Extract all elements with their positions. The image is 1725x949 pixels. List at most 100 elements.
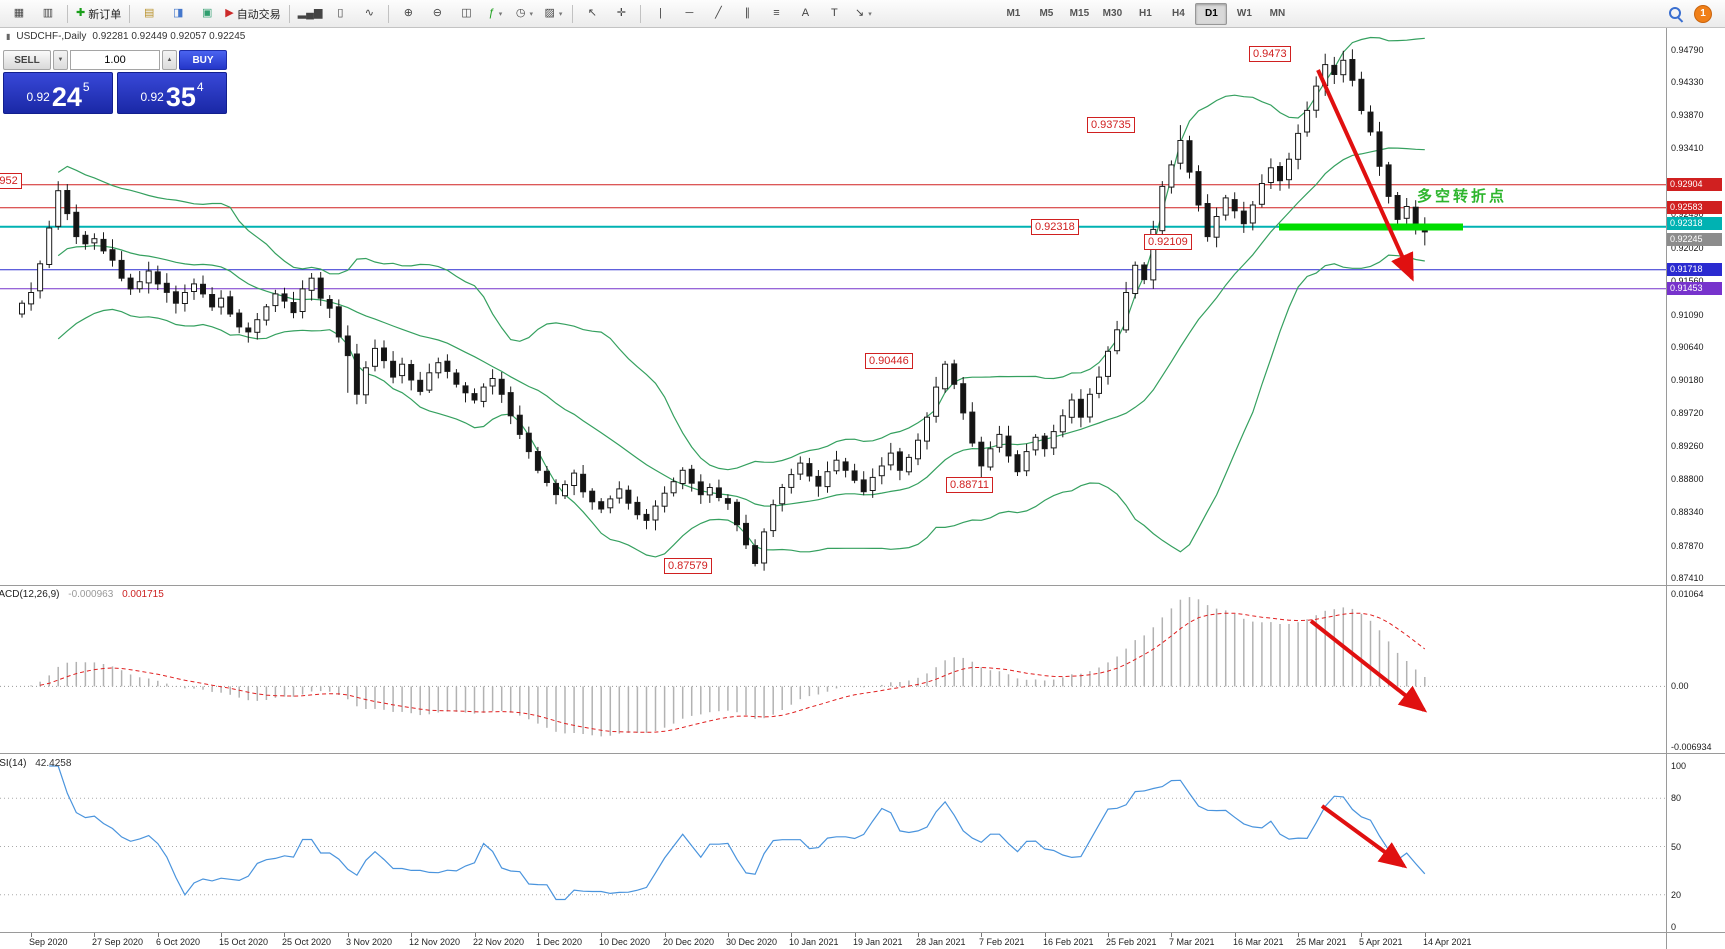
price-axis-tick: 0.92490 — [1671, 209, 1704, 219]
date-axis-label: 25 Feb 2021 — [1106, 937, 1157, 947]
date-axis-tick — [728, 933, 729, 937]
text-icon-glyph: A — [801, 7, 810, 19]
pane-divider-rsi[interactable] — [0, 753, 1725, 756]
navigator-icon[interactable]: ▣ — [193, 3, 221, 25]
macd-axis-max: 0.01064 — [1671, 589, 1704, 599]
market-watch-icon[interactable]: ▤ — [135, 3, 163, 25]
date-axis-tick — [221, 933, 222, 937]
price-axis-tick: 0.92020 — [1671, 243, 1704, 253]
timeframe-w1[interactable]: W1 — [1236, 8, 1252, 19]
price-axis-tick: 0.88340 — [1671, 507, 1704, 517]
profiles-icon[interactable]: ▥ — [34, 3, 62, 25]
zoom-in-icon[interactable]: ⊕ — [394, 3, 422, 25]
timeframe-mn[interactable]: MN — [1269, 8, 1286, 19]
price-callout[interactable]: 0.9473 — [1249, 46, 1291, 62]
timeframe-m1[interactable]: M1 — [1006, 8, 1021, 19]
cursor-icon[interactable]: ↖ — [578, 3, 606, 25]
macd-axis-min: -0.006934 — [1671, 742, 1712, 752]
date-axis-tick — [981, 933, 982, 937]
date-axis-tick — [665, 933, 666, 937]
volume-input[interactable] — [70, 50, 160, 70]
notification-badge[interactable]: 1 — [1694, 4, 1712, 23]
price-axis-tick: 0.89260 — [1671, 441, 1704, 451]
periods-icon[interactable]: ◷ ▾ — [510, 3, 538, 25]
templates-icon[interactable]: ▨ ▾ — [539, 3, 567, 25]
date-axis-tick — [1361, 933, 1362, 937]
price-callout[interactable]: 0.92952 — [0, 173, 22, 189]
fibonacci-icon[interactable]: ≡ — [762, 3, 790, 25]
price-callout[interactable]: 0.92109 — [1144, 234, 1192, 250]
buy-price-panel[interactable]: 0.92 35 4 — [117, 72, 227, 114]
toolbar-separator — [388, 4, 390, 23]
sell-button[interactable]: SELL — [3, 50, 51, 70]
text-icon[interactable]: A — [791, 3, 819, 25]
date-axis-tick — [1298, 933, 1299, 937]
toolbar-separator — [129, 4, 131, 23]
date-axis-tick — [601, 933, 602, 937]
date-axis-label: 19 Jan 2021 — [853, 937, 903, 947]
ask-big-digits: 35 — [165, 82, 196, 112]
date-axis-label: 25 Oct 2020 — [282, 937, 332, 947]
data-window-icon[interactable]: ◨ — [164, 3, 192, 25]
price-callout[interactable]: 0.92318 — [1031, 219, 1079, 235]
vertical-line-icon[interactable]: | — [646, 3, 674, 25]
profiles-icon-glyph: ▥ — [42, 7, 54, 19]
vertical-line-icon-glyph: | — [658, 7, 662, 19]
date-axis-tick — [1235, 933, 1236, 937]
new-chart-icon[interactable]: ▦ — [5, 3, 33, 25]
line-chart-icon-glyph: ∿ — [364, 7, 375, 19]
market-watch-icon-glyph: ▤ — [144, 7, 155, 19]
date-axis-label: 7 Mar 2021 — [1169, 937, 1215, 947]
channel-icon[interactable]: ∥ — [733, 3, 761, 25]
indicators-icon[interactable]: ƒ ▾ — [481, 3, 509, 25]
price-axis-tick: 0.89720 — [1671, 408, 1704, 418]
date-axis-tick — [918, 933, 919, 937]
auto-trading-button[interactable]: ▶ 自动交易 — [222, 3, 283, 25]
pane-divider-macd[interactable] — [0, 585, 1725, 588]
rsi-axis-label: 50 — [1671, 842, 1682, 852]
crosshair-icon[interactable]: ✛ — [607, 3, 635, 25]
candlestick-chart-icon[interactable]: ▯ — [326, 3, 354, 25]
label-icon[interactable]: T — [820, 3, 848, 25]
new-order-button[interactable]: ✚ 新订单 — [73, 3, 124, 25]
price-axis-tick: 0.90640 — [1671, 342, 1704, 352]
price-callout[interactable]: 0.93735 — [1087, 117, 1135, 133]
price-callout[interactable]: 0.90446 — [865, 353, 913, 369]
cursor-icon-glyph: ↖ — [587, 7, 598, 19]
date-axis-tick — [158, 933, 159, 937]
date-axis-tick — [475, 933, 476, 937]
timeframe-m15[interactable]: M15 — [1069, 8, 1090, 19]
timeframe-h1[interactable]: H1 — [1139, 8, 1152, 19]
timeframe-m5[interactable]: M5 — [1039, 8, 1054, 19]
tile-windows-icon-glyph: ◫ — [461, 7, 472, 19]
bid-pip-digit: 5 — [82, 80, 90, 94]
tile-windows-icon[interactable]: ◫ — [452, 3, 480, 25]
arrows-icon[interactable]: ↘ ▾ — [849, 3, 877, 25]
timeframe-d1[interactable]: D1 — [1195, 2, 1228, 25]
date-axis-label: 22 Nov 2020 — [473, 937, 525, 947]
volume-increase-button[interactable]: ▲ — [162, 50, 177, 70]
buy-button[interactable]: BUY — [179, 50, 227, 70]
macd-main-value: -0.000963 — [68, 589, 114, 600]
timeframe-m30[interactable]: M30 — [1102, 8, 1123, 19]
timeframe-h4[interactable]: H4 — [1172, 8, 1185, 19]
price-callout[interactable]: 0.88711 — [946, 477, 993, 493]
date-axis-label: 28 Jan 2021 — [916, 937, 966, 947]
rsi-value: 42.4258 — [35, 758, 72, 769]
price-callout[interactable]: 0.87579 — [664, 558, 712, 574]
zoom-out-icon[interactable]: ⊖ — [423, 3, 451, 25]
trendline-icon[interactable]: ╱ — [704, 3, 732, 25]
annotation-text[interactable]: 多空转折点 — [1417, 188, 1508, 205]
templates-icon-glyph: ▨ — [544, 7, 555, 19]
zoom-out-icon-glyph: ⊖ — [432, 7, 443, 19]
sell-price-panel[interactable]: 0.92 24 5 — [3, 72, 113, 114]
arrows-icon-glyph: ↘ — [855, 7, 865, 19]
horizontal-line-icon[interactable]: ─ — [675, 3, 703, 25]
search-icon[interactable] — [1668, 6, 1684, 23]
bar-chart-icon[interactable]: ▂▄▆ — [295, 3, 326, 25]
volume-decrease-button[interactable]: ▼ — [53, 50, 68, 70]
line-chart-icon[interactable]: ∿ — [355, 3, 383, 25]
macd-axis-zero: 0.00 — [1671, 681, 1689, 691]
date-axis-tick — [791, 933, 792, 937]
